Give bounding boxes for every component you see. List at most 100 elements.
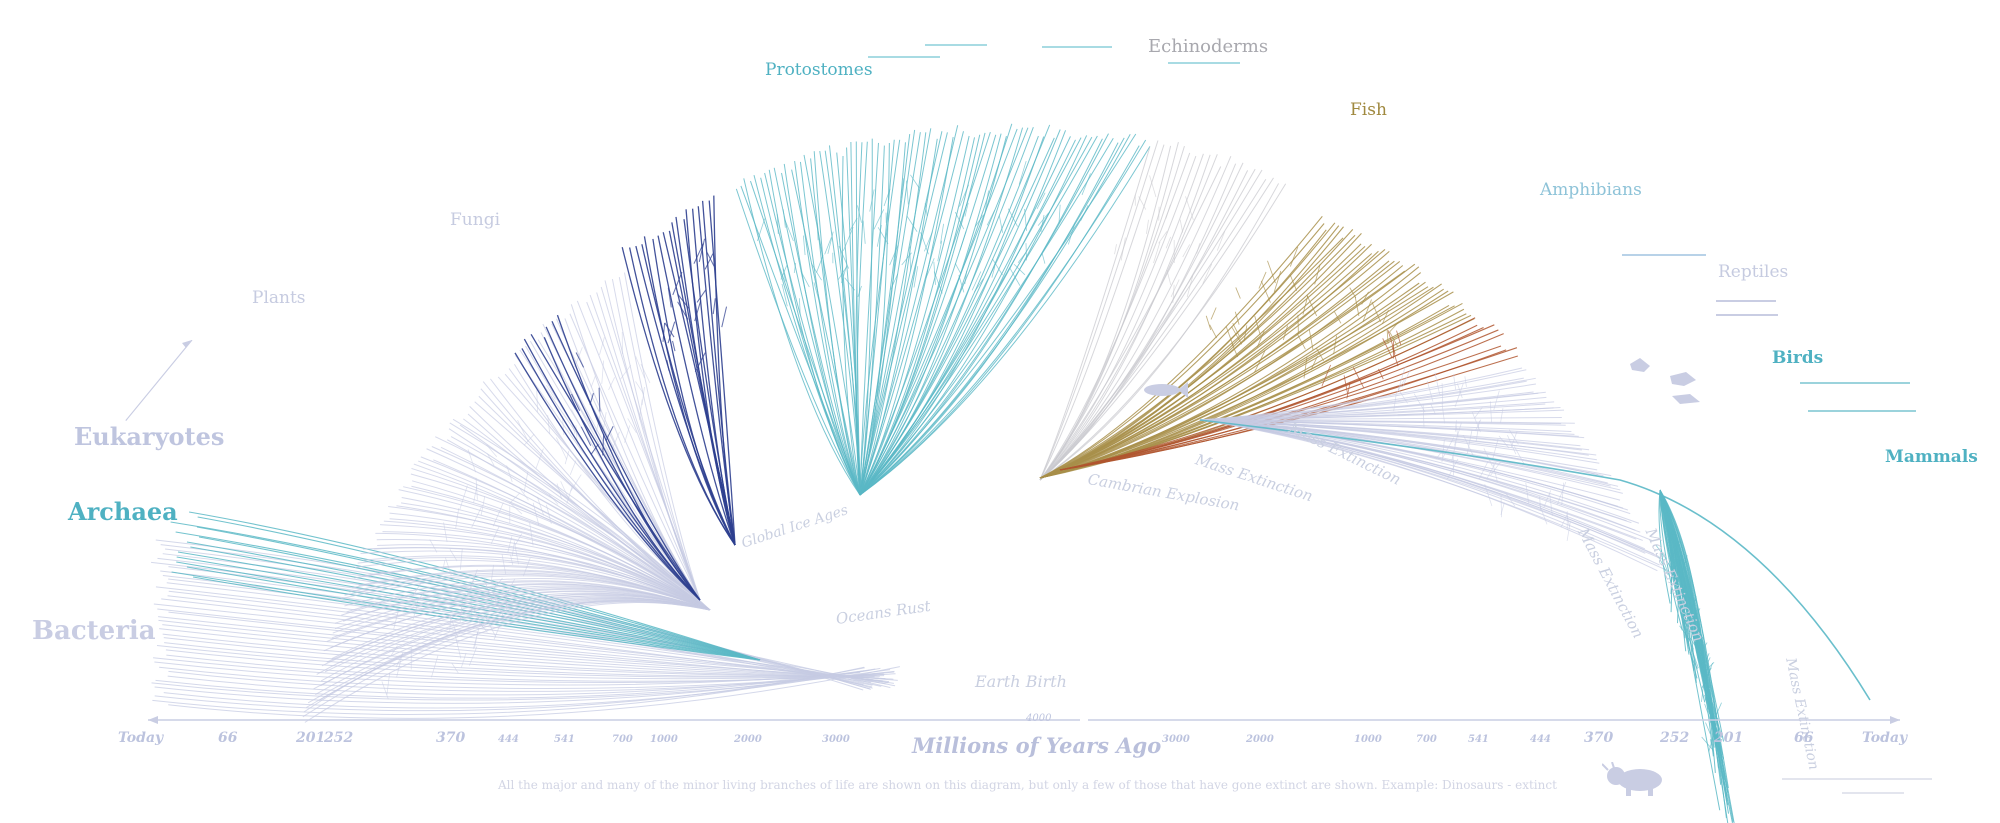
axis-left-tick: 252: [324, 730, 354, 746]
reptile-branch: [1466, 429, 1473, 454]
mammal-branch: [1659, 489, 1707, 685]
bacteria-branch: [159, 628, 864, 678]
archaea-branch: [176, 556, 761, 661]
plants-branch: [493, 624, 501, 640]
echinoderm-branch: [1039, 145, 1185, 481]
protostome-branch: [793, 262, 797, 274]
plants-branch: [403, 486, 711, 611]
fungi-branch: [627, 418, 637, 433]
fungi-branch: [635, 356, 645, 379]
fish-branch: [1243, 325, 1248, 342]
protostome-branch: [781, 283, 788, 307]
plants-branch: [304, 602, 711, 723]
mammal-branch: [1672, 540, 1681, 557]
plants-branch: [382, 531, 711, 611]
axis-center-value: 4000: [1026, 713, 1052, 724]
fish-branch: [1289, 274, 1298, 291]
protostome-branch: [780, 265, 788, 280]
archaea-branch: [190, 546, 761, 661]
reptile-branch: [1566, 515, 1570, 528]
protostome-branch: [819, 151, 861, 496]
reptile-branch: [1395, 378, 1406, 395]
plants-branch: [393, 610, 399, 630]
mammal-branch: [1659, 489, 1683, 631]
navy-branch: [696, 289, 707, 303]
protostome-branch: [859, 137, 1125, 496]
protostome-branch: [913, 266, 919, 288]
protostome-branch: [1041, 253, 1046, 264]
echinoderm-branch: [1039, 154, 1211, 481]
protostome-branch: [816, 255, 824, 273]
protostome-branch: [859, 134, 981, 496]
time-axis-line: [148, 716, 1900, 724]
plants-branch: [455, 508, 460, 529]
protostome-branch: [816, 223, 819, 241]
bacteria-branch: [160, 570, 896, 687]
protostome-branch: [743, 178, 861, 496]
navy-branch: [664, 322, 675, 338]
label-fungi: Fungi: [450, 210, 501, 230]
bacteria-branch: [168, 666, 900, 719]
fish-branch: [1352, 367, 1365, 389]
protostome-branch: [782, 209, 786, 228]
fungi-branch: [624, 272, 701, 601]
archaea-branch: [186, 541, 761, 661]
navy-branch: [708, 200, 736, 546]
archaea-branch: [192, 576, 761, 661]
bacteria-branch: [162, 574, 873, 686]
plants-branch: [451, 662, 459, 674]
fish-branch: [1254, 315, 1261, 336]
echinoderm-branch: [1165, 236, 1172, 249]
plants-branch: [510, 554, 514, 565]
plants-branch: [306, 600, 711, 708]
reptile-branch: [1486, 461, 1497, 480]
plants-branch: [442, 560, 446, 572]
navy-branch: [641, 244, 736, 546]
fish-branch: [1258, 271, 1267, 289]
bacteria-branch: [163, 637, 880, 677]
echinoderm-branch: [1146, 219, 1149, 235]
fish-branch: [1039, 229, 1327, 479]
navy-branch: [712, 298, 716, 315]
echinoderm-branch: [1039, 147, 1151, 481]
plants-branch: [511, 542, 515, 557]
fungi-branch: [459, 424, 701, 601]
label-protostomes: Protostomes: [765, 60, 873, 80]
protostome-branch: [859, 138, 1103, 496]
protostome-branch: [869, 189, 875, 212]
mammal-branch: [1690, 608, 1701, 629]
protostome-branch: [824, 150, 861, 496]
fish-branch: [1371, 301, 1381, 323]
plants-branch: [381, 681, 389, 700]
echinoderm-branch: [1039, 140, 1159, 481]
protostome-branch: [810, 158, 861, 496]
echinoderm-branch: [1182, 244, 1191, 258]
axis-right-tick: 370: [1584, 730, 1614, 746]
axis-right-tick: 444: [1530, 734, 1551, 745]
protostome-branch: [859, 133, 911, 496]
protostome-branch: [859, 139, 1147, 496]
protostome-branch: [971, 271, 982, 291]
protostome-branch: [844, 277, 856, 291]
fish-branch: [1387, 330, 1396, 354]
fish-branch: [1039, 225, 1340, 479]
protostome-branch: [776, 213, 779, 235]
echinoderm-branch: [1149, 175, 1157, 198]
protostome-branch: [859, 138, 938, 496]
reptile-branch: [1199, 419, 1581, 447]
plants-branch: [389, 518, 711, 611]
navy-branch: [571, 393, 581, 411]
protostome-branch: [859, 133, 1109, 496]
axis-right-tick: 66: [1794, 730, 1814, 746]
echinoderm-branch: [1202, 263, 1213, 284]
plants-branch: [486, 444, 498, 457]
fungi-branch: [480, 388, 701, 601]
axis-right-tick: 3000: [1162, 734, 1190, 745]
protostome-branch: [1018, 160, 1027, 185]
protostome-branch: [803, 154, 861, 496]
fungi-branch: [569, 460, 577, 476]
bacteria-branch: [155, 586, 894, 684]
protostome-branch: [883, 188, 891, 207]
archaea-branch: [186, 566, 761, 661]
